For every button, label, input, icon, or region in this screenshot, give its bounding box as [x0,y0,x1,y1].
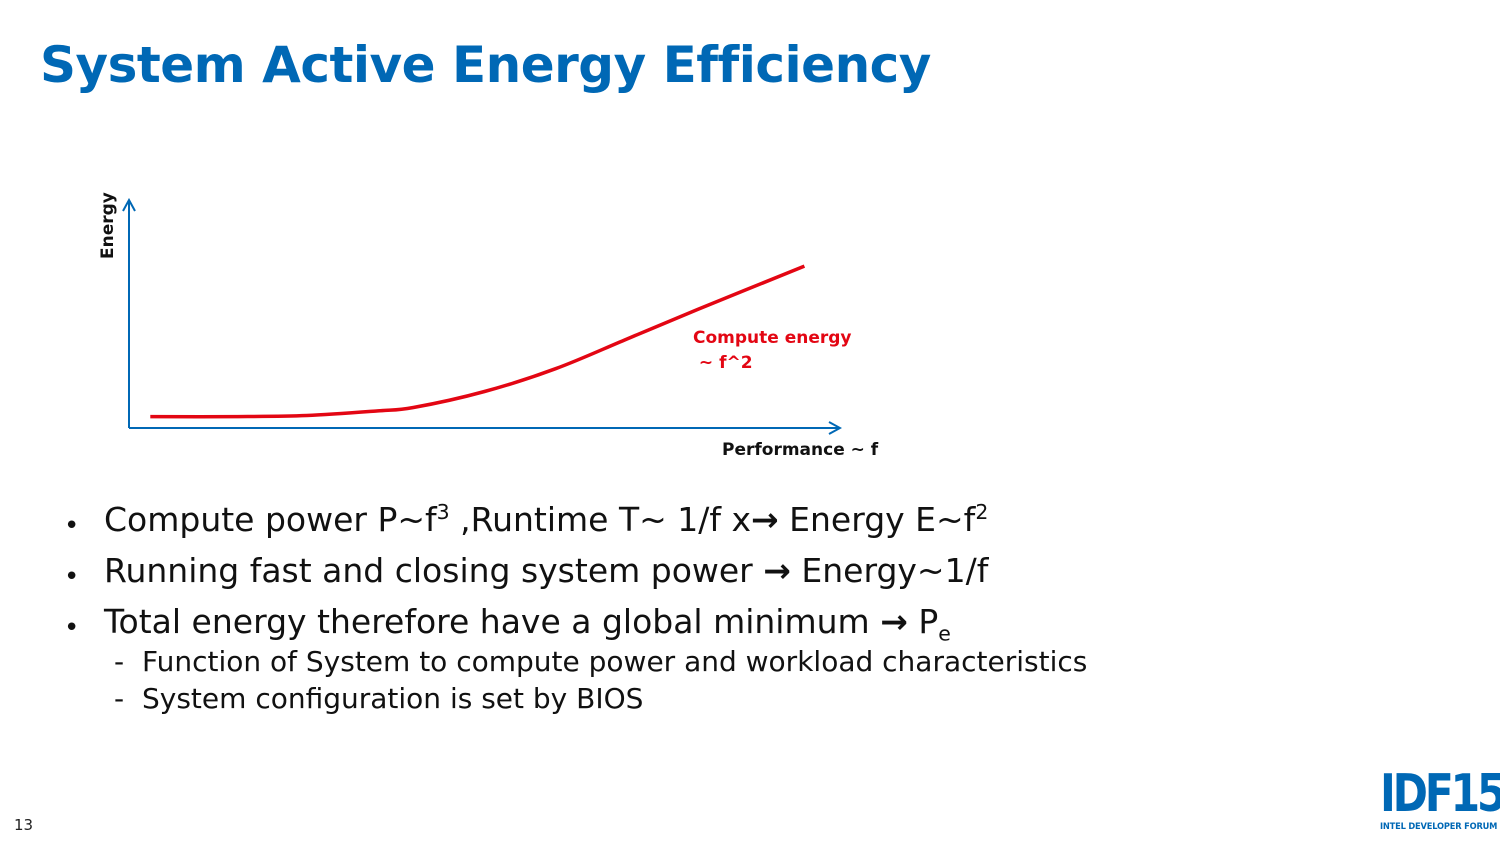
sub-bullet-item: - Function of System to compute power and… [114,645,1087,678]
series-annotation-line2: ~ f^2 [693,353,753,373]
page-number: 13 [14,816,34,834]
bullet-text: ,Runtime T~ 1/f x [449,500,752,539]
bullet-list: • Compute power P~f3 ,Runtime T~ 1/f x→ … [64,500,1087,727]
sub-bullet-item: - System configuration is set by BIOS [114,682,1087,715]
dash-icon: - [114,645,125,678]
bullet-item: • Compute power P~f3 ,Runtime T~ 1/f x→ … [64,500,1087,541]
superscript: 3 [436,500,450,524]
series-annotation-line1: Compute energy [693,328,852,348]
sub-bullet-text: System configuration is set by BIOS [142,682,644,715]
y-axis-label: Energy [98,192,118,259]
compute-energy-curve [150,264,806,419]
bullet-dot-icon: • [64,613,80,643]
x-axis-label: Performance ~ f [722,440,879,460]
arrow-icon: → [880,602,908,641]
bullet-text: Compute power P~f [104,500,437,539]
bullet-text: Total energy therefore have a global min… [104,602,881,641]
sub-bullet-list: - Function of System to compute power and… [104,645,1087,715]
superscript: 2 [975,500,989,524]
bullet-dot-icon: • [64,562,80,592]
bullet-text: P [907,602,939,641]
bullet-text: Energy~1/f [790,551,989,590]
sub-bullet-text: Function of System to compute power and … [142,645,1088,678]
bullet-dot-icon: • [64,511,80,541]
bullet-text: Energy E~f [778,500,976,539]
arrow-icon: → [763,551,791,590]
arrow-icon: → [751,500,779,539]
bullet-item: • Total energy therefore have a global m… [64,602,1087,715]
dash-icon: - [114,682,125,715]
subscript: e [938,621,951,646]
idf15-logo: IDF15 INTEL DEVELOPER FORUM [1380,764,1500,832]
bullet-item: • Running fast and closing system power … [64,551,1087,592]
slide-title: System Active Energy Efficiency [40,36,931,94]
logo-subtitle: INTEL DEVELOPER FORUM [1380,822,1498,832]
logo-mark: IDF15 [1380,764,1500,824]
bullet-text: Running fast and closing system power [104,551,764,590]
